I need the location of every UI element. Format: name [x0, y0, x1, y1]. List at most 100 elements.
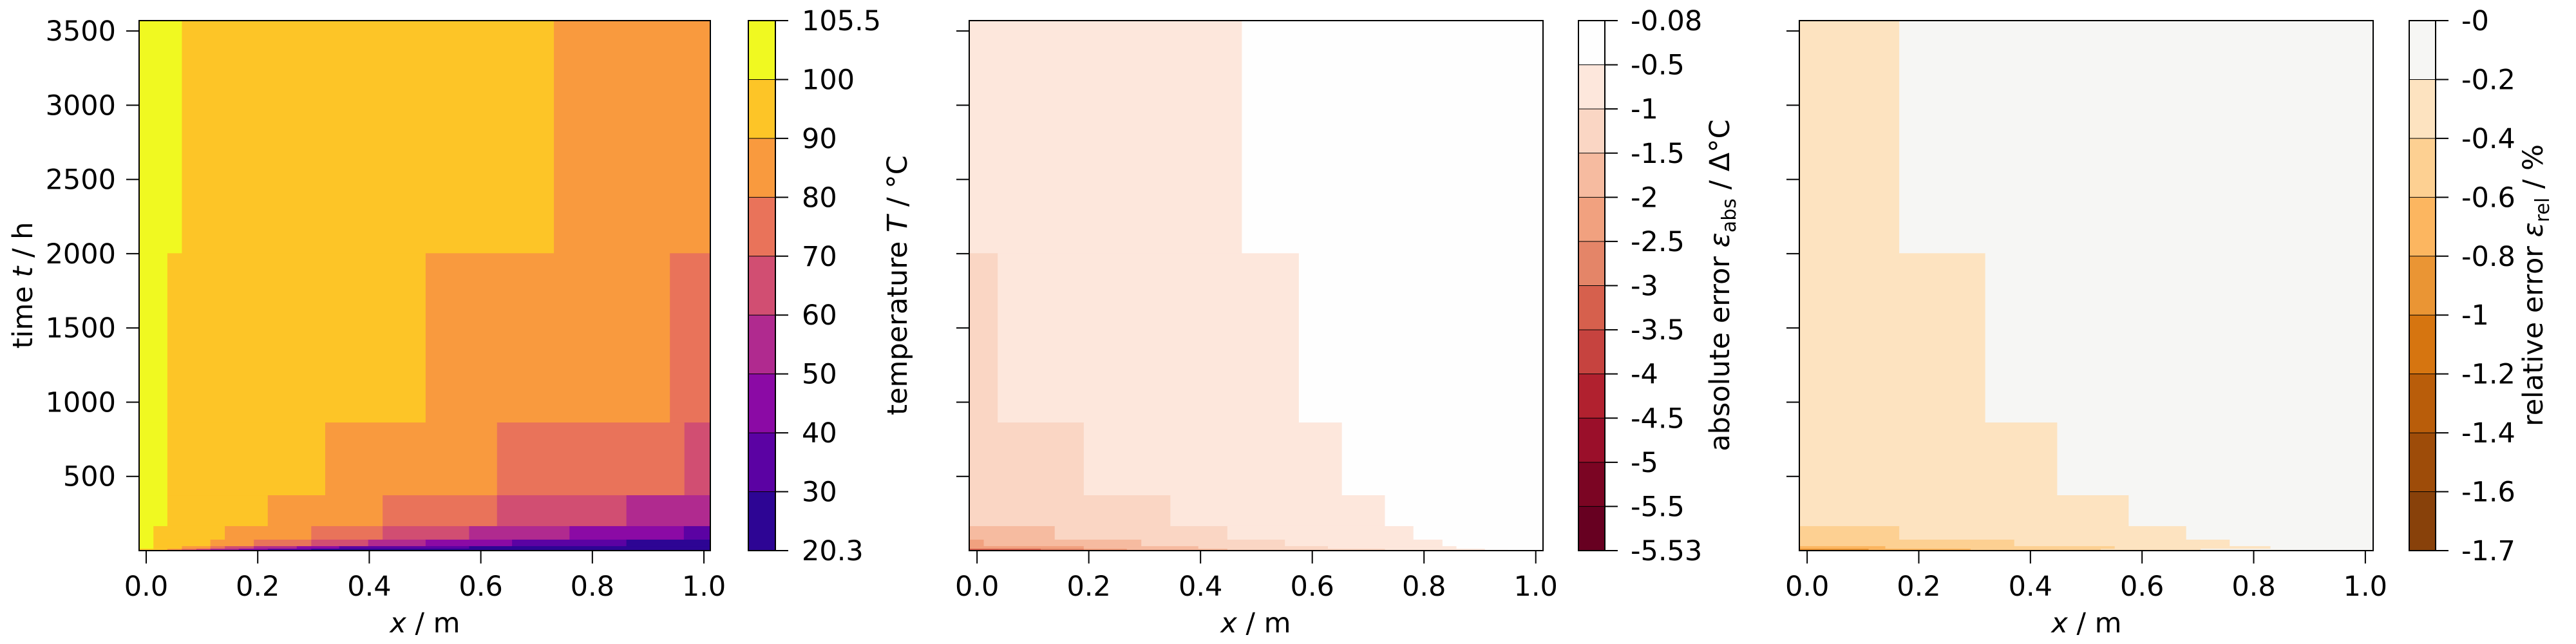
- heatmap-cell: [969, 546, 1084, 549]
- absolute-error-heatmap-panel: 0.0 0.2 0.4 0.6 0.8 1.0: [955, 20, 1558, 603]
- heatmap-cell: [383, 495, 498, 527]
- colorbar-tick-label: 30: [802, 477, 837, 509]
- heatmap-cell: [1341, 422, 1544, 496]
- panel3-x-axis-label: x / m: [2050, 607, 2121, 639]
- y-tick-label: 1500: [46, 312, 116, 345]
- heatmap-cell: [225, 526, 312, 540]
- heatmap-cell: [139, 546, 154, 549]
- colorbar-tick-label: -0: [2461, 5, 2489, 37]
- panel1-x-axis-label: x / m: [388, 607, 460, 639]
- heatmap-cell: [2230, 539, 2374, 547]
- y-tick-label: 2000: [46, 238, 116, 270]
- colorbar-segment: [748, 256, 775, 316]
- heatmap-cell: [311, 549, 711, 551]
- heatmap-cell: [1170, 495, 1386, 527]
- colorbar-tick-label: 40: [802, 417, 837, 450]
- heatmap-cell: [254, 539, 312, 547]
- relative-error-colorbar: -0 -0.2 -0.4 -0.6 -0.8 -1 -1.2 -1.4 -1.6 -1.7: [2409, 5, 2515, 567]
- colorbar-tick-label: 80: [802, 182, 837, 214]
- heatmap-cell: [1385, 495, 1544, 527]
- x-tick-label: 0.0: [124, 571, 168, 603]
- plot-frame: [969, 20, 1544, 551]
- heatmap-cell: [969, 549, 1041, 551]
- heatmap-cell: [1484, 549, 1544, 551]
- colorbar-tick-label: 105.5: [802, 5, 881, 37]
- heatmap-cell: [210, 539, 254, 547]
- heatmap-cell: [167, 422, 326, 496]
- colorbar-segment: [2409, 21, 2436, 80]
- colorbar-tick-label: -0.5: [1631, 50, 1685, 82]
- temperature-colorbar: 105.5 100 90 80 70 60 50 40 30 20.3: [748, 5, 881, 567]
- colorbar-tick-label: -4: [1631, 359, 1658, 391]
- heatmap-cell: [2101, 549, 2201, 551]
- heatmap-cell: [182, 549, 197, 551]
- colorbar-tick-label: -0.2: [2461, 64, 2515, 96]
- colorbar-tick-label: -1.6: [2461, 477, 2515, 509]
- absolute-error-colorbar: -0.08 -0.5 -1 -1.5 -2 -2.5 -3 -3.5 -4 -4.5 -5 -5.5 -…: [1578, 5, 1702, 567]
- plot-frame: [138, 20, 711, 551]
- heatmap-cell: [1885, 546, 2116, 549]
- y-tick-label: 500: [63, 461, 116, 493]
- colorbar-segment: [1578, 418, 1605, 463]
- heatmap-cell: [139, 422, 168, 496]
- heatmap-cell: [153, 526, 225, 540]
- heatmap-cell: [139, 539, 154, 547]
- heatmap-cell: [1456, 546, 1544, 549]
- heatmap-cell: [1385, 549, 1486, 551]
- heatmap-cell: [139, 253, 168, 423]
- y-tick-label: 1000: [46, 386, 116, 419]
- heatmap-cell: [1041, 549, 1084, 551]
- x-tick-label: 0.8: [1402, 571, 1446, 603]
- colorbar-segment: [1578, 285, 1605, 330]
- heatmap-cell: [167, 495, 269, 527]
- colorbar-tick-label: -3: [1631, 270, 1658, 303]
- colorbar-tick-label: -1.7: [2461, 535, 2515, 567]
- heatmap-cell: [139, 526, 154, 540]
- colorbar-tick-label: -4.5: [1631, 402, 1685, 435]
- x-tick-label: 0.8: [571, 571, 614, 603]
- heatmap-cell: [554, 21, 711, 254]
- x-tick-label: 0.4: [2009, 571, 2052, 603]
- heatmap-cell: [1054, 526, 1228, 540]
- colorbar-segment: [1578, 109, 1605, 154]
- heatmap-cell: [469, 526, 570, 540]
- colorbar-segment: [1578, 64, 1605, 109]
- heatmap-cell: [325, 422, 498, 496]
- colorbar-tick-label: -1.2: [2461, 359, 2515, 391]
- colorbar-tick-label: 20.3: [802, 535, 864, 567]
- colorbar-segment: [1578, 153, 1605, 198]
- heatmap-cell: [254, 546, 298, 549]
- colorbar-segment: [2409, 433, 2436, 493]
- x-tick-label: 0.2: [236, 571, 279, 603]
- x-tick-label: 0.8: [2231, 571, 2275, 603]
- colorbar-tick-label: -0.08: [1631, 5, 1702, 37]
- heatmap-cell: [1799, 546, 1886, 549]
- heatmap-cell: [267, 549, 312, 551]
- heatmap-cell: [1799, 549, 1870, 551]
- heatmap-cell: [670, 253, 711, 423]
- colorbar-tick-label: 100: [802, 64, 855, 96]
- heatmap-cell: [1799, 21, 1900, 254]
- colorbar-segment: [2409, 79, 2436, 139]
- heatmap-cell: [153, 539, 211, 547]
- colorbar-tick-label: -1.5: [1631, 138, 1685, 170]
- absolute-error-colorbar-label: absolute error εabs / Δ°C: [1704, 119, 1741, 451]
- colorbar-segment: [748, 197, 775, 257]
- colorbar-tick-label: -2.5: [1631, 226, 1685, 258]
- heatmap-cell: [1442, 539, 1544, 547]
- heatmap-cell: [210, 546, 225, 549]
- colorbar-segment: [2409, 256, 2436, 316]
- heatmap-cell: [1083, 422, 1343, 496]
- colorbar-segment: [748, 138, 775, 198]
- heatmap-cell: [497, 422, 685, 496]
- heatmap-cell: [1799, 539, 2015, 547]
- colorbar-frame: [748, 20, 776, 551]
- heatmap-cell: [1141, 539, 1285, 547]
- x-tick-label: 0.0: [1785, 571, 1829, 603]
- heatmap-cell: [1899, 21, 2374, 254]
- colorbar-tick-label: -2: [1631, 182, 1658, 214]
- heatmap-cell: [425, 539, 513, 547]
- colorbar-frame: [2409, 20, 2436, 551]
- colorbar-tick-label: -5.5: [1631, 491, 1685, 523]
- heatmap-cell: [2128, 495, 2374, 527]
